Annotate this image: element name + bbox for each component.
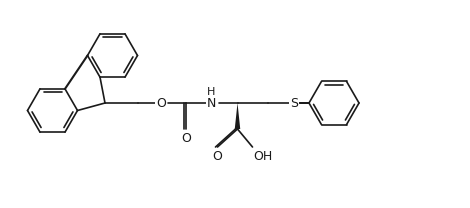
Text: H: H bbox=[207, 87, 216, 97]
Text: OH: OH bbox=[253, 150, 272, 163]
Polygon shape bbox=[235, 103, 240, 129]
Text: N: N bbox=[207, 97, 216, 109]
Text: O: O bbox=[212, 150, 222, 163]
Text: S: S bbox=[290, 97, 298, 109]
Text: O: O bbox=[181, 132, 191, 146]
Text: O: O bbox=[156, 97, 166, 109]
